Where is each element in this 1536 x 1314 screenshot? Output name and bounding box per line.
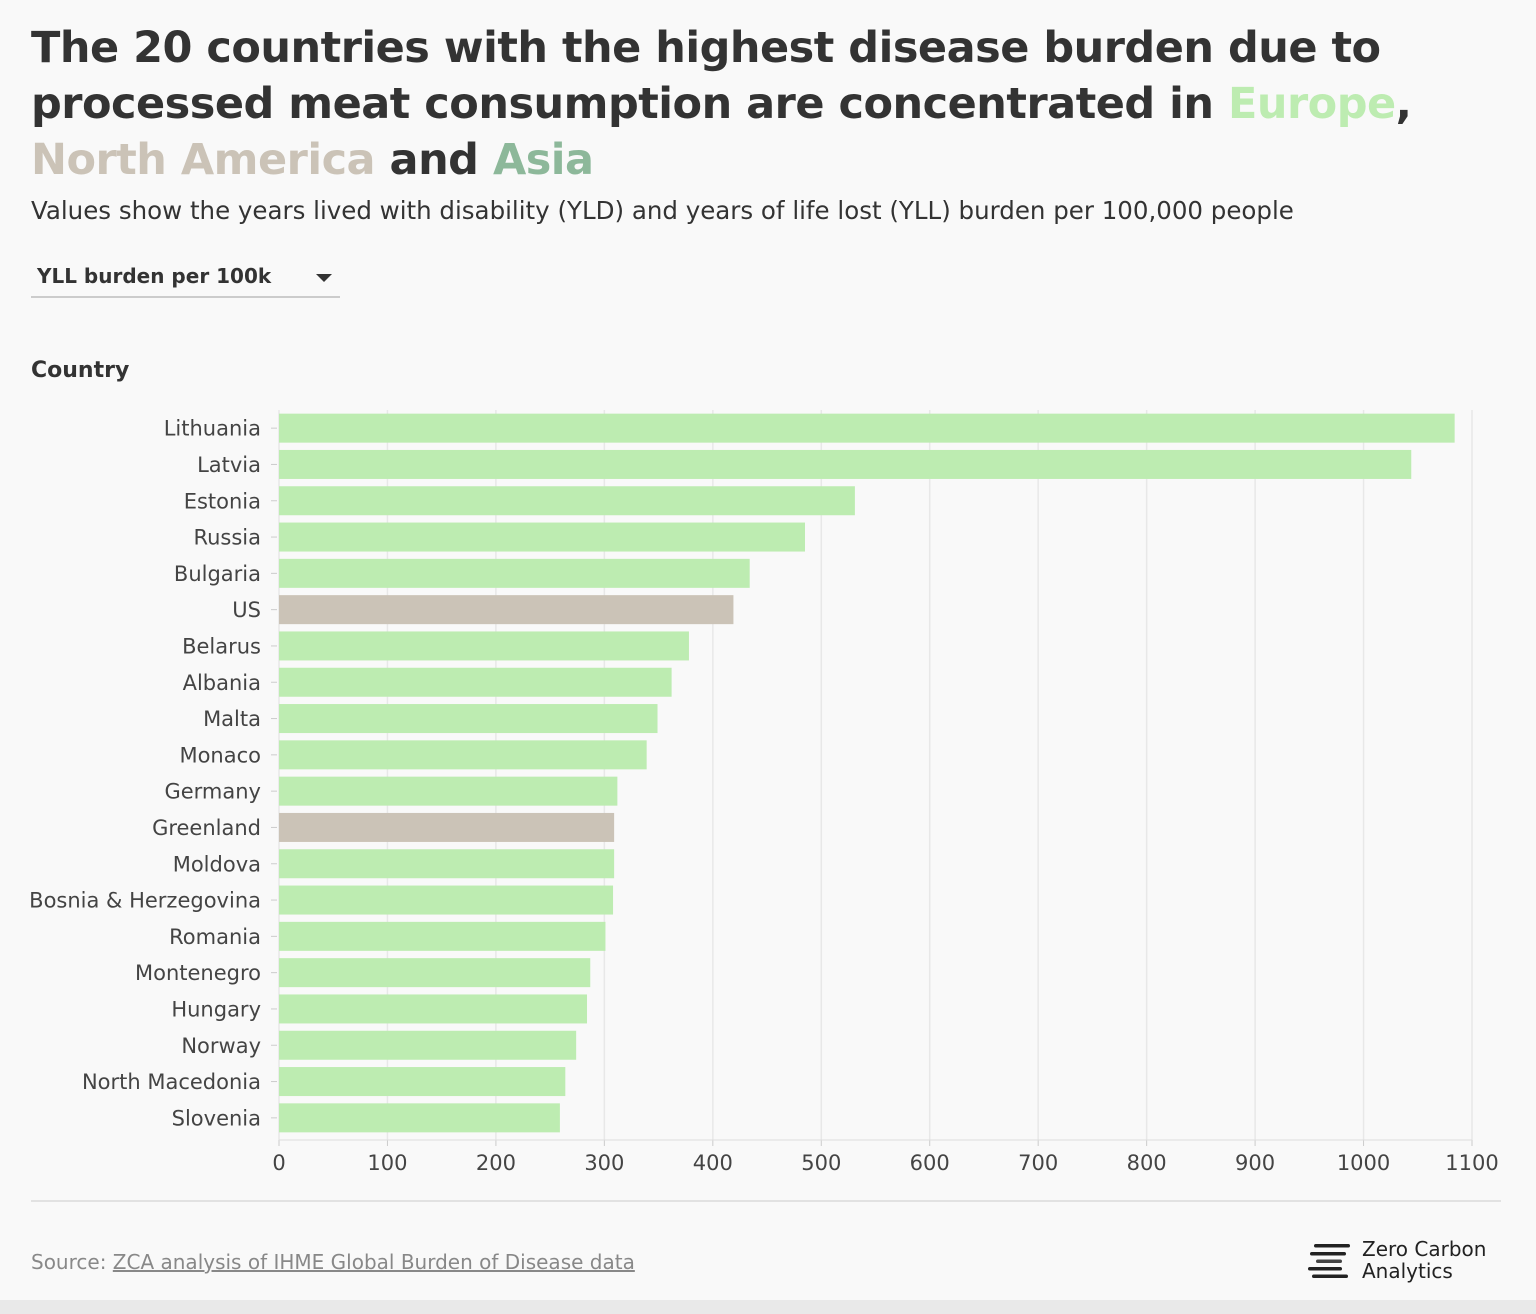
bar	[279, 1030, 577, 1060]
title-region-europe: Europe	[1227, 79, 1396, 129]
bar	[279, 958, 591, 988]
bar	[279, 776, 618, 806]
x-tick-label: 900	[1235, 1151, 1275, 1175]
chart-subtitle: Values show the years lived with disabil…	[31, 196, 1294, 225]
x-tick-label: 500	[801, 1151, 841, 1175]
y-tick-label: Moldova	[173, 852, 261, 876]
source-note: Source: ZCA analysis of IHME Global Burd…	[31, 1250, 635, 1274]
x-tick-label: 700	[1018, 1151, 1058, 1175]
bar	[279, 994, 588, 1024]
metric-dropdown[interactable]: YLL burden per 100k	[31, 258, 340, 298]
bar	[279, 449, 1412, 479]
x-tick-label: 300	[584, 1151, 624, 1175]
title-region-north-america: North America	[31, 135, 376, 185]
bar-chart: 0 100 200 300 400 500 600 700 800 900 1000 1100 Lith…	[29, 410, 1499, 1175]
bar	[279, 413, 1455, 443]
y-tick-label: Russia	[193, 526, 261, 550]
bar	[279, 885, 614, 915]
bar	[279, 631, 689, 661]
metric-dropdown-value: YLL burden per 100k	[37, 264, 272, 288]
title-text: The 20 countries with the highest diseas…	[31, 23, 1381, 129]
y-tick-label: Germany	[164, 780, 261, 804]
y-tick-label: Norway	[181, 1034, 261, 1058]
logo-text: Zero Carbon Analytics	[1362, 1238, 1486, 1282]
title-region-asia: Asia	[492, 135, 594, 185]
y-tick-label: Bosnia & Herzegovina	[29, 889, 261, 913]
bar	[279, 486, 855, 516]
x-tick-label: 600	[910, 1151, 950, 1175]
zca-logo-icon	[1308, 1244, 1350, 1278]
source-link[interactable]: ZCA analysis of IHME Global Burden of Di…	[112, 1250, 635, 1274]
y-tick-label: Romania	[169, 925, 261, 949]
y-tick-label: Latvia	[197, 453, 261, 477]
x-tick-label: 400	[693, 1151, 733, 1175]
bar	[279, 667, 672, 697]
x-tick-label: 100	[367, 1151, 407, 1175]
y-tick-label: Greenland	[152, 816, 261, 840]
x-tick-label: 0	[272, 1151, 285, 1175]
bar	[279, 812, 615, 842]
y-tick-label: Belarus	[182, 634, 261, 658]
source-prefix: Source:	[31, 1250, 113, 1274]
x-tick-label: 1100	[1445, 1151, 1498, 1175]
bottom-strip	[0, 1300, 1536, 1314]
y-tick-label: Bulgaria	[174, 562, 261, 586]
bar	[279, 595, 734, 625]
y-tick-label: Slovenia	[172, 1106, 261, 1130]
y-tick-label: Montenegro	[135, 961, 261, 985]
y-axis-title: Country	[31, 358, 130, 383]
bar	[279, 740, 647, 770]
bar	[279, 849, 615, 879]
bar	[279, 704, 658, 734]
chart-title: The 20 countries with the highest diseas…	[31, 20, 1511, 188]
y-tick-label: US	[232, 598, 261, 622]
y-tick-label: Hungary	[171, 997, 261, 1021]
x-tick-label: 1000	[1337, 1151, 1390, 1175]
bar	[279, 1067, 566, 1097]
bar	[279, 1103, 560, 1133]
title-and: and	[375, 135, 493, 185]
title-comma: ,	[1395, 79, 1412, 129]
bar	[279, 558, 750, 588]
y-tick-label: North Macedonia	[82, 1070, 261, 1094]
zero-carbon-analytics-logo: Zero Carbon Analytics	[1306, 1238, 1506, 1286]
logo-line-2: Analytics	[1362, 1259, 1453, 1283]
x-tick-label: 800	[1127, 1151, 1167, 1175]
logo-line-1: Zero Carbon	[1362, 1237, 1487, 1261]
y-tick-label: Monaco	[179, 743, 261, 767]
chevron-down-icon[interactable]	[316, 274, 332, 282]
y-tick-label: Malta	[203, 707, 261, 731]
y-tick-label: Albania	[183, 671, 261, 695]
bar	[279, 522, 806, 552]
bar	[279, 921, 606, 951]
x-tick-label: 200	[476, 1151, 516, 1175]
y-tick-label: Estonia	[184, 489, 261, 513]
y-tick-label: Lithuania	[164, 417, 261, 441]
footer-divider	[31, 1200, 1501, 1202]
